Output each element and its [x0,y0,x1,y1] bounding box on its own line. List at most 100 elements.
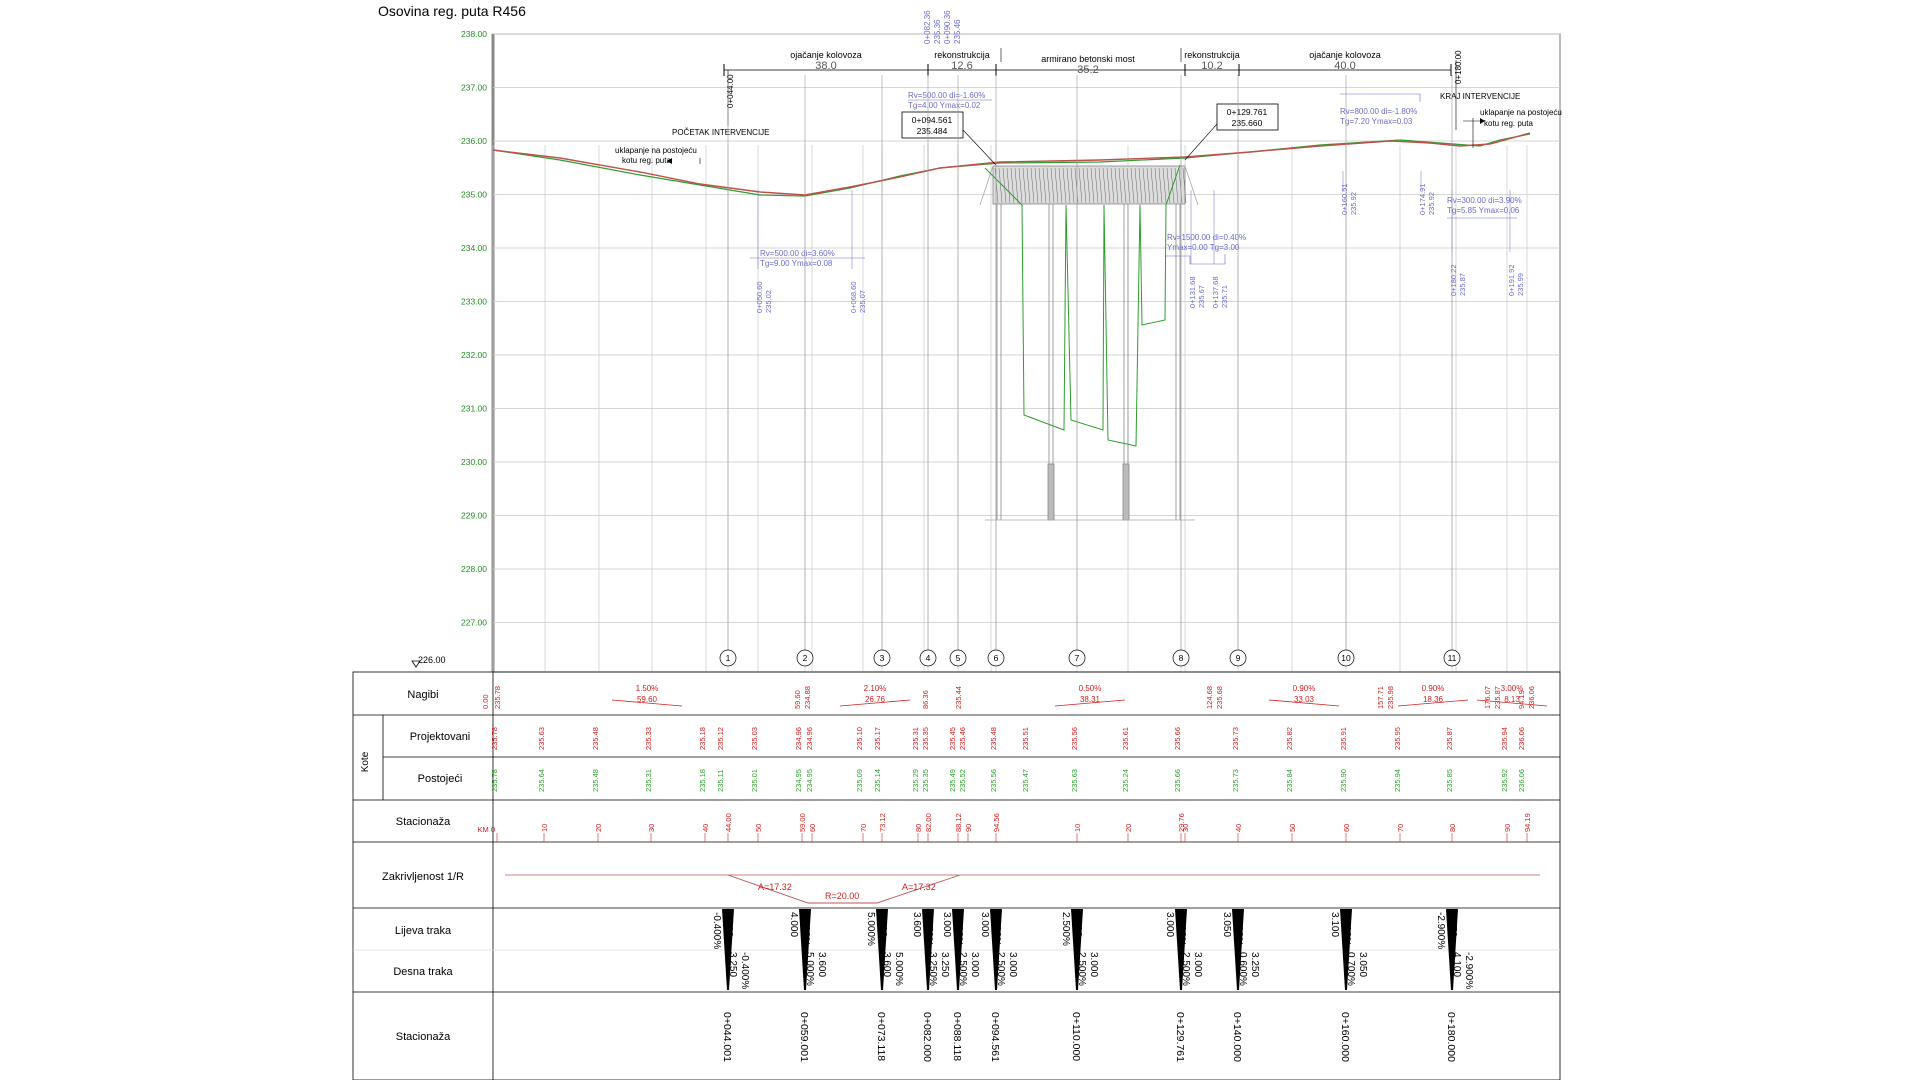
bridge-hatch-line [1182,167,1187,204]
lane-left-top: 2.500% [1060,912,1071,946]
nagibi-boundary-value: 94.19 [1517,690,1526,709]
lane-right-bottom: 3.000 [1007,952,1018,977]
lane-right-bottom: -0.400% [739,952,750,989]
station-value: 80 [914,824,923,832]
point-label-station: 0+180.22 [1449,265,1458,297]
point-label-station: 0+174.91 [1418,184,1427,216]
bridge-hatch-line [1038,167,1043,204]
lane-wedge [1071,909,1083,990]
station-value: 70 [859,824,868,832]
section-marker-label: 2 [803,653,808,663]
vc-5-line2: Tg=5.85 Ymax=0.06 [1447,206,1520,215]
bridge-hatch-line [1146,167,1151,204]
station-box-1-station: 0+094.561 [912,115,953,125]
bridge-hatch-line [1018,167,1023,204]
station-value: 59.00 [798,813,807,832]
lane-right-top: 2.500% [1180,952,1191,986]
section-marker-circle [1229,649,1247,667]
bridge-hatch-line [1082,167,1087,204]
station-value: 70 [1396,824,1405,832]
lane-wedge [990,909,1002,990]
existing-elevation: 235.92 [1500,769,1509,792]
lane-right-top: 0.700% [1345,952,1356,986]
point-label-elevation: 235.67 [1197,285,1206,308]
lane-right-top: 5.000% [804,952,815,986]
lane-right-top: 2.500% [957,952,968,986]
bridge-hatch-line [1034,167,1039,204]
section-marker-label: 6 [994,653,999,663]
bridge-hatch-line [1086,167,1091,204]
nagibi-boundary-value: 0.00 [481,694,490,709]
end-station: 0+180.00 [1454,50,1463,84]
end-text: KRAJ INTERVENCIJE [1440,92,1520,101]
nagibi-boundary-value: 234.88 [803,686,812,709]
elevation-axis: 238.00 237.00 236.00 235.00 234.00 233.00 232.… [461,29,487,628]
lane-left-bottom: 4.000 [723,912,734,937]
bridge-hatch-line [1154,167,1159,204]
projected-elevation: 235.61 [1121,727,1130,750]
station-value: 90 [964,824,973,832]
station-value: 20 [594,824,603,832]
existing-elevation: 235.56 [989,769,998,792]
tie-right-text-1: uklapanje na postojeću [1480,108,1562,117]
bridge-hatch-line [1110,167,1115,204]
station-value: 82.00 [924,813,933,832]
station-value: 40 [701,824,710,832]
bridge-hatch-line [1074,167,1079,204]
point-label-station: 0+131.68 [1188,277,1197,309]
bridge-hatch-line [1114,167,1119,204]
row-label-zakrivljenost: Zakrivljenost 1/R [382,871,464,883]
section-marker-label: 1 [726,653,731,663]
existing-elevation: 235.31 [644,769,653,792]
row-label-stacionaza-2: Stacionaža [396,1031,451,1043]
slope-length: 38.31 [1080,695,1101,704]
station-value: 30 [647,824,656,832]
row-label-desna-traka: Desna traka [393,966,453,978]
bridge-hatch-line [1094,167,1099,204]
projected-elevation: 236.06 [1517,727,1526,750]
slope-length: 33.03 [1294,695,1315,704]
lane-right-top: 3.250% [927,952,938,986]
section-marker-circle [796,649,814,667]
station-value: 30 [1181,824,1190,832]
existing-elevation: 235.52 [958,769,967,792]
projected-elevation: 235.87 [1445,727,1454,750]
bridge-hatch-line [1174,167,1179,204]
section-marker-circle [1337,649,1355,667]
elevation-tick-label: 234.00 [461,243,487,253]
nagibi-boundary-value: 235.68 [1215,686,1224,709]
chainage-value: 0+110.000 [1070,1012,1082,1061]
station-value: 88.12 [954,813,963,832]
station-value: 94.19 [1523,813,1532,832]
projected-elevation: 235.31 [911,727,920,750]
station-value: 73.12 [878,813,887,832]
segment-1-label: ojačanje kolovoza [790,50,862,60]
bridge-hatch-line [1090,167,1095,204]
projected-elevation: 235.51 [1021,727,1030,750]
station-box-2 [1216,103,1279,131]
nagibi-boundary-value: 176.07 [1483,686,1492,709]
segment-2-length: 12.6 [951,60,972,72]
slope-percent: 2.10% [864,684,887,693]
bridge-hatch-line [1006,167,1011,204]
lane-left-bottom: 8.050 [1447,912,1458,937]
projected-elevation: 235.82 [1285,727,1294,750]
slope-length: 8.13 [1504,695,1520,704]
elevation-tick-label: 235.00 [461,190,487,200]
projected-elevation: 235.17 [873,727,882,750]
station-value: 60 [808,824,817,832]
point-label-elevation: 235.92 [1427,192,1436,215]
lane-left-top: 3.600 [911,912,922,937]
lane-left-top: 5.000% [865,912,876,946]
lane-right-bottom: 3.600 [816,952,827,977]
lane-right-bottom: 3.250 [939,952,950,977]
lane-left-bottom: 4.000 [877,912,888,937]
bridge-hatch-line [1118,167,1123,204]
station-value: 20 [1124,824,1133,832]
bridge-hatch-line [1106,167,1111,204]
projected-elevation: 235.91 [1339,727,1348,750]
nagibi-boundary-value: 86.36 [921,690,930,709]
lane-wedge [1340,909,1352,990]
curvature-row: A=17.32 R=20.00 A=17.32 [505,874,1540,904]
